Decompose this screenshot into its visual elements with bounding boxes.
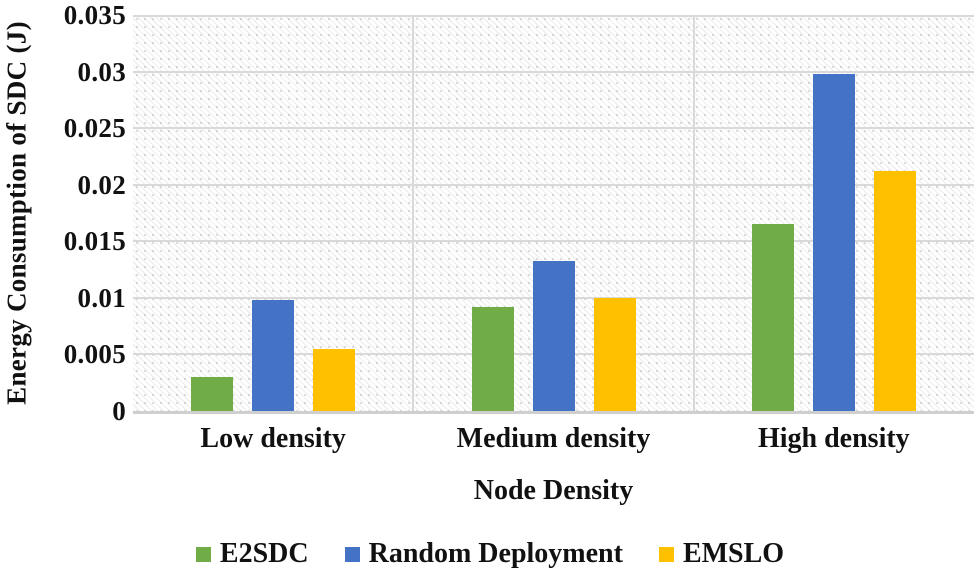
bar-emslo-medium-density <box>593 297 636 411</box>
legend-label-emslo: EMSLO <box>682 538 785 569</box>
gridline-y-0.035 <box>133 15 974 17</box>
x-axis-category-labels: Low density Medium density High density <box>133 423 974 459</box>
bar-random-deployment-low-density <box>252 300 295 411</box>
gridline-y-0.03 <box>133 70 974 73</box>
legend-item-e2sdc: E2SDC <box>195 538 309 570</box>
bar-random-deployment-high-density <box>812 73 855 411</box>
y-tick-label-0: 0 <box>112 396 126 426</box>
gridline-category-separator-1 <box>412 15 415 411</box>
bar-e2sdc-medium-density <box>471 306 514 411</box>
y-tick-label-0.005: 0.005 <box>63 339 126 370</box>
legend-item-random-deployment: Random Deployment <box>344 538 623 570</box>
y-tick-label-0.01: 0.01 <box>77 282 126 313</box>
gridline-category-separator-2 <box>692 15 695 411</box>
plot-area <box>133 15 974 414</box>
legend-item-emslo: EMSLO <box>658 538 785 570</box>
legend: E2SDC Random Deployment EMSLO <box>0 534 980 574</box>
bar-random-deployment-medium-density <box>532 260 575 411</box>
gridline-y-0.025 <box>133 127 974 130</box>
legend-swatch-random-deployment <box>344 546 360 562</box>
legend-swatch-e2sdc <box>195 546 211 562</box>
gridline-y-0.015 <box>133 240 974 243</box>
bar-emslo-low-density <box>313 348 356 411</box>
y-tick-label-0.025: 0.025 <box>63 113 126 144</box>
y-tick-label-0.035: 0.035 <box>63 0 126 30</box>
category-label-high-density: High density <box>757 423 910 454</box>
bar-e2sdc-high-density <box>751 224 794 411</box>
bar-emslo-high-density <box>873 171 916 411</box>
y-tick-label-0.02: 0.02 <box>77 169 126 200</box>
bar-e2sdc-low-density <box>191 377 234 411</box>
y-tick-label-0.03: 0.03 <box>77 56 126 87</box>
x-axis-title: Node Density <box>473 475 634 506</box>
category-label-low-density: Low density <box>200 423 346 454</box>
category-label-medium-density: Medium density <box>456 423 651 454</box>
gridline-y-0.02 <box>133 183 974 186</box>
y-tick-label-0.015: 0.015 <box>63 226 126 257</box>
y-axis-tick-labels: 0 0.005 0.01 0.015 0.02 0.025 0.03 0.035 <box>0 0 126 426</box>
legend-label-random-deployment: Random Deployment <box>368 538 623 569</box>
legend-label-e2sdc: E2SDC <box>219 538 309 569</box>
legend-swatch-emslo <box>658 546 674 562</box>
